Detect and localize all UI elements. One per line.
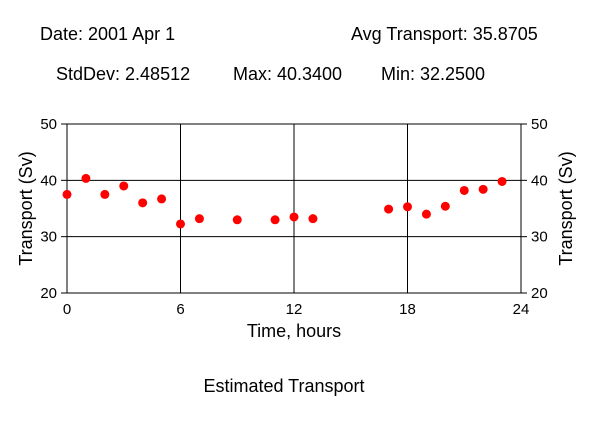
y-axis-label-left: Transport (Sv) <box>16 151 36 265</box>
data-point <box>232 215 242 225</box>
data-point <box>384 204 394 214</box>
x-tick-label: 0 <box>63 301 71 318</box>
y-tick-label-left: 30 <box>40 229 57 246</box>
data-point <box>81 173 91 183</box>
data-point <box>119 181 129 191</box>
y-tick-label-right: 50 <box>531 116 548 133</box>
x-tick-label: 18 <box>399 301 416 318</box>
data-point <box>194 214 204 224</box>
data-point <box>403 202 412 212</box>
stddev-label: StdDev: 2.48512 <box>56 64 191 84</box>
y-tick-label-right: 20 <box>531 285 548 302</box>
grid-lines <box>67 124 521 293</box>
y-tick-label-left: 20 <box>40 285 57 302</box>
data-point <box>157 194 167 204</box>
y-tick-label-right: 30 <box>531 229 548 246</box>
data-point <box>176 219 185 229</box>
y-axis-label-right: Transport (Sv) <box>556 151 576 265</box>
data-point <box>100 189 110 199</box>
avg-transport-label: Avg Transport: 35.8705 <box>351 24 538 44</box>
y-tick-label-left: 50 <box>40 116 57 133</box>
max-label: Max: 40.3400 <box>233 64 343 84</box>
date-label: Date: 2001 Apr 1 <box>40 24 176 44</box>
x-tick-label: 6 <box>176 301 184 318</box>
min-label: Min: 32.2500 <box>381 64 486 84</box>
data-points <box>62 173 507 229</box>
chart-title: Estimated Transport <box>203 376 364 396</box>
y-tick-label-left: 40 <box>40 172 57 189</box>
y-tick-label-right: 40 <box>531 172 548 189</box>
data-point <box>289 212 299 222</box>
data-point <box>308 214 318 224</box>
data-point <box>62 189 72 199</box>
data-point <box>478 184 488 194</box>
x-axis-label: Time, hours <box>247 321 341 341</box>
x-tick-label: 12 <box>286 301 303 318</box>
data-point <box>138 198 148 208</box>
data-point <box>497 176 507 186</box>
data-point <box>459 185 469 195</box>
data-point <box>270 215 280 225</box>
data-point <box>440 201 450 211</box>
x-tick-label: 24 <box>513 301 530 318</box>
data-point <box>421 209 431 219</box>
